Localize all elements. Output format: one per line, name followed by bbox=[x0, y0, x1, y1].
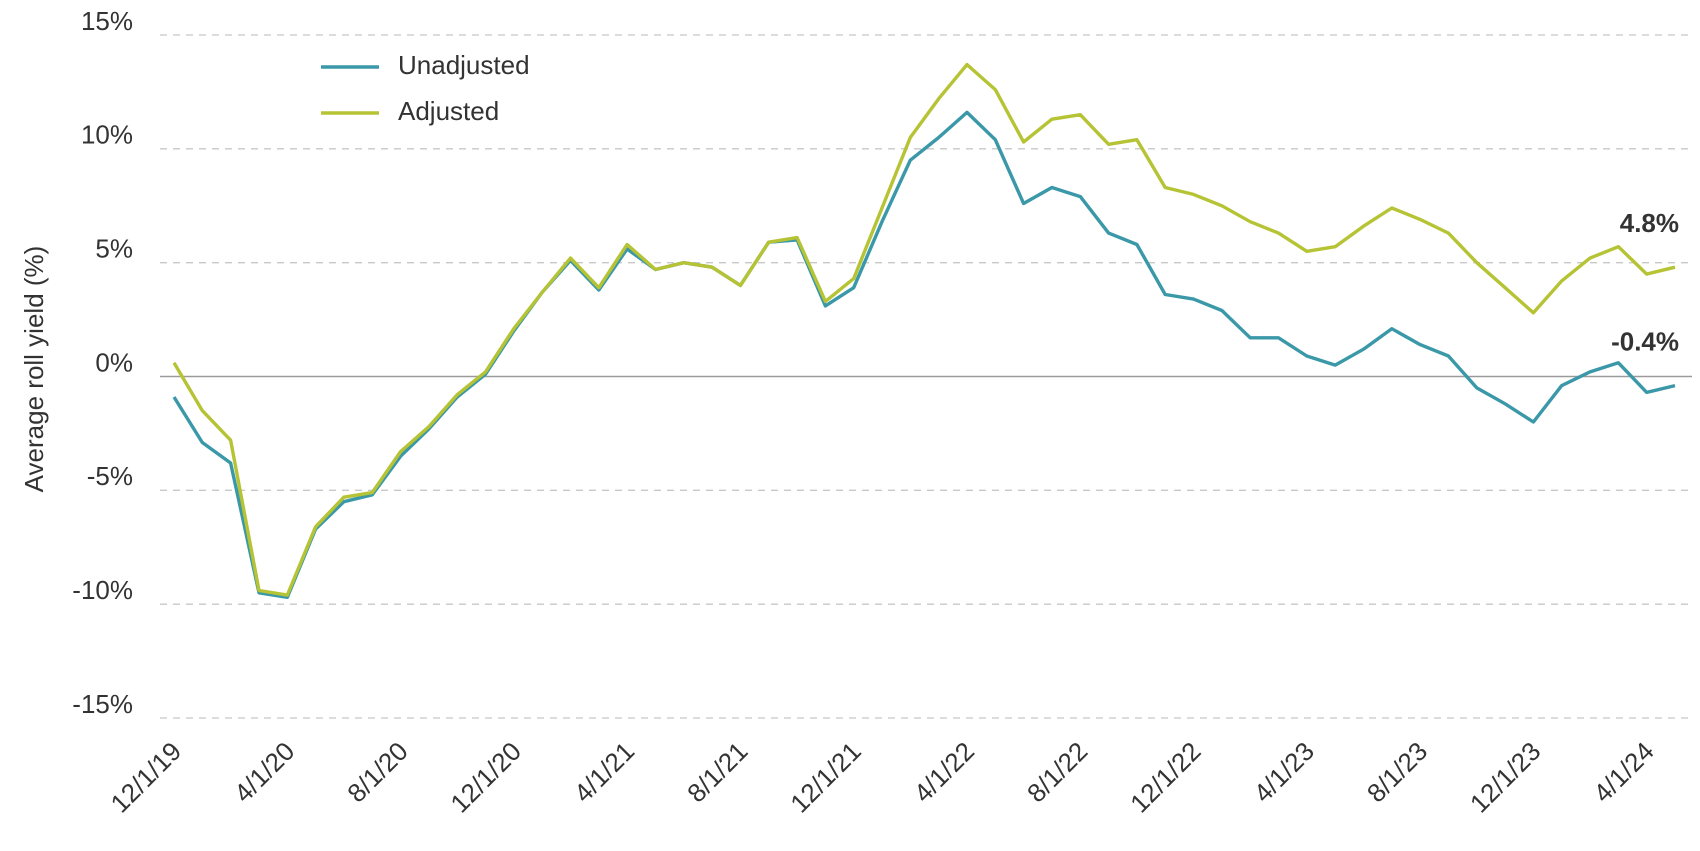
y-tick-label: 5% bbox=[95, 234, 133, 264]
x-tick-label: 8/1/20 bbox=[341, 736, 413, 808]
x-tick-label: 12/1/23 bbox=[1464, 736, 1547, 819]
y-tick-label: -5% bbox=[87, 461, 133, 491]
x-tick-label: 8/1/22 bbox=[1021, 736, 1093, 808]
x-tick-label: 8/1/21 bbox=[681, 736, 753, 808]
y-tick-label: 15% bbox=[81, 6, 133, 36]
x-tick-label: 12/1/20 bbox=[444, 736, 527, 819]
y-tick-label: 10% bbox=[81, 120, 133, 150]
legend-label: Unadjusted bbox=[398, 50, 530, 80]
x-tick-label: 4/1/24 bbox=[1587, 736, 1659, 808]
x-tick-label: 4/1/22 bbox=[908, 736, 980, 808]
series-line bbox=[172, 62, 1676, 597]
y-tick-label: -10% bbox=[72, 575, 133, 605]
x-tick-label: 4/1/23 bbox=[1248, 736, 1320, 808]
x-tick-label: 4/1/21 bbox=[568, 736, 640, 808]
y-tick-label: -15% bbox=[72, 689, 133, 719]
y-tick-label: 0% bbox=[95, 347, 133, 377]
series-line bbox=[172, 110, 1676, 599]
x-tick-label: 12/1/22 bbox=[1124, 736, 1207, 819]
x-tick-label: 12/1/19 bbox=[105, 736, 188, 819]
x-tick-label: 12/1/21 bbox=[784, 736, 867, 819]
value-label: -0.4% bbox=[1611, 326, 1679, 356]
legend-label: Adjusted bbox=[398, 96, 499, 126]
x-tick-label: 4/1/20 bbox=[228, 736, 300, 808]
y-axis-label: Average roll yield (%) bbox=[19, 246, 49, 493]
value-label: 4.8% bbox=[1620, 208, 1679, 238]
x-tick-label: 8/1/23 bbox=[1361, 736, 1433, 808]
